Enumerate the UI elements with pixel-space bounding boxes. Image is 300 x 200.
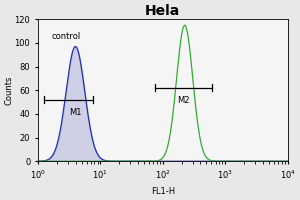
Title: Hela: Hela <box>145 4 181 18</box>
Text: M2: M2 <box>177 96 190 105</box>
Text: control: control <box>52 32 81 41</box>
Text: M1: M1 <box>69 108 82 117</box>
Y-axis label: Counts: Counts <box>4 76 13 105</box>
X-axis label: FL1-H: FL1-H <box>151 187 175 196</box>
